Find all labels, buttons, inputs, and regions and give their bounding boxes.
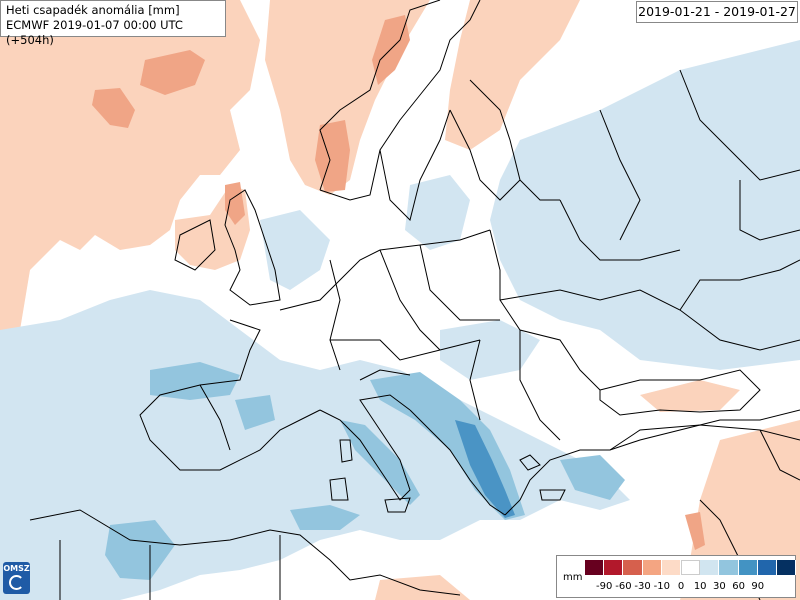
map-title: Heti csapadék anomália [mm] [6, 3, 180, 17]
legend-tick: -90 [596, 581, 613, 592]
wet-mid-sicily [290, 505, 360, 530]
wet-mid-aegean [560, 455, 625, 500]
legend-swatch [585, 560, 605, 575]
legend-swatch [738, 560, 758, 575]
logo-text: OMSZ [3, 564, 30, 573]
date-range: 2019-01-21 - 2019-01-27 [638, 4, 796, 19]
legend-swatch [642, 560, 662, 575]
dry-patch-4 [372, 15, 410, 85]
wet-area-baltic [405, 175, 470, 250]
legend-tick: 10 [693, 581, 707, 592]
dry-patch-3 [315, 120, 350, 192]
wet-area-southwest [0, 290, 630, 600]
legend-unit: mm [563, 572, 583, 583]
dry-patch-2 [92, 88, 135, 128]
wet-mid-biscay [235, 395, 275, 430]
legend-swatch [757, 560, 777, 575]
wet-area-central-europe [260, 210, 330, 290]
legend-swatch [661, 560, 681, 575]
legend-swatch [681, 560, 701, 575]
map-subtitle: ECMWF 2019-01-07 00:00 UTC (+504h) [6, 18, 183, 47]
wet-area-hungary [440, 320, 540, 380]
dry-patch-1 [140, 50, 205, 95]
legend-swatch [700, 560, 720, 575]
title-box: Heti csapadék anomália [mm] ECMWF 2019-0… [0, 0, 226, 47]
color-legend: mm -90 -60 -30 -10 0 10 30 60 90 [556, 555, 797, 598]
legend-tick: 0 [677, 581, 685, 592]
legend-tick: -30 [634, 581, 651, 592]
legend-tick: 60 [732, 581, 745, 592]
legend-tick: -60 [615, 581, 632, 592]
wet-area-russia [490, 40, 800, 370]
swirl-icon [9, 575, 24, 590]
dry-area-russia-south [640, 380, 740, 412]
dry-area-barents [445, 0, 580, 150]
omsz-logo: OMSZ [3, 562, 30, 594]
legend-swatch [623, 560, 643, 575]
legend-tick: -10 [653, 581, 670, 592]
date-range-box: 2019-01-21 - 2019-01-27 [636, 1, 798, 23]
legend-swatch [777, 560, 797, 575]
wet-mid-iberia [150, 362, 240, 400]
legend-swatch [719, 560, 739, 575]
wet-mid-italy [340, 420, 420, 505]
wet-dark-greece [455, 420, 515, 518]
borders [29, 0, 800, 600]
legend-swatch [604, 560, 624, 575]
legend-tick: 30 [713, 581, 726, 592]
dry-patch-cyprus [685, 512, 705, 550]
legend-tick: 90 [751, 581, 765, 592]
